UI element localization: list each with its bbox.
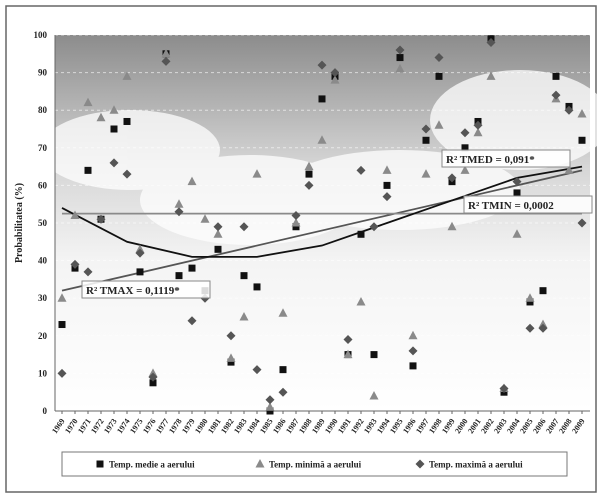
legend-label: Temp. minimă a aerului xyxy=(269,460,362,470)
point xyxy=(85,167,92,174)
annotation: R² TMIN = 0,0002 xyxy=(468,200,554,212)
y-tick-label: 90 xyxy=(38,68,48,78)
legend-label: Temp. maximă a aerului xyxy=(429,460,523,470)
point xyxy=(280,366,287,373)
point xyxy=(358,231,365,238)
page: {"chart_data": { "type": "scatter", "y_l… xyxy=(0,0,603,504)
y-tick-label: 80 xyxy=(38,105,48,115)
point xyxy=(176,272,183,279)
legend-marker xyxy=(97,461,104,468)
y-tick-label: 10 xyxy=(38,368,48,378)
point xyxy=(59,321,66,328)
point xyxy=(189,265,196,272)
point xyxy=(579,137,586,144)
chart: Probabilitatea (%) 0 10 20 30 40 50 60 70 80 90 10… xyxy=(0,0,603,499)
point xyxy=(514,189,521,196)
point xyxy=(241,272,248,279)
point xyxy=(397,54,404,61)
point xyxy=(384,182,391,189)
legend-label: Temp. medie a aerului xyxy=(109,460,195,470)
point xyxy=(215,246,222,253)
annotation: R² TMAX = 0,1119* xyxy=(86,285,180,297)
y-tick-label: 70 xyxy=(38,143,48,153)
point xyxy=(436,73,443,80)
point xyxy=(306,171,313,178)
y-tick-label: 40 xyxy=(38,256,48,266)
point xyxy=(124,118,131,125)
point xyxy=(137,268,144,275)
point xyxy=(410,362,417,369)
y-tick-label: 100 xyxy=(34,30,48,40)
point xyxy=(553,73,560,80)
point xyxy=(254,283,261,290)
point xyxy=(423,137,430,144)
y-tick-label: 20 xyxy=(38,331,48,341)
y-axis-title: Probabilitatea (%) xyxy=(14,183,25,263)
point xyxy=(371,351,378,358)
point xyxy=(540,287,547,294)
y-tick-label: 60 xyxy=(38,180,48,190)
y-tick-label: 0 xyxy=(43,406,48,416)
point xyxy=(111,126,118,133)
y-tick-label: 30 xyxy=(38,293,48,303)
annotation: R² TMED = 0,091* xyxy=(446,154,535,166)
point xyxy=(319,95,326,102)
y-tick-label: 50 xyxy=(38,218,48,228)
